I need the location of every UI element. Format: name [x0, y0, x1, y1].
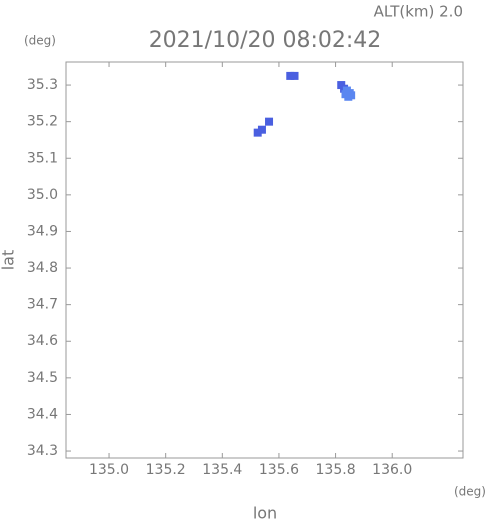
y-tick-label: 34.6	[27, 333, 58, 349]
x-tick-label: 135.4	[202, 462, 242, 478]
y-tick-label: 35.3	[27, 77, 58, 93]
plot-frame	[65, 61, 464, 459]
echo-cell	[265, 117, 274, 126]
y-unit: (deg)	[24, 34, 56, 48]
x-tick-label: 135.2	[146, 462, 186, 478]
x-tick-label: 135.6	[259, 462, 299, 478]
echo-cell	[341, 90, 350, 99]
y-tick-label: 35.2	[27, 114, 58, 130]
y-tick-label: 34.5	[27, 370, 58, 386]
y-tick-label: 34.9	[27, 223, 58, 239]
y-tick-label: 34.8	[27, 260, 58, 276]
y-tick-label: 35.1	[27, 150, 58, 166]
echo-cell	[290, 71, 299, 80]
y-tick-label: 34.4	[27, 406, 58, 422]
echo-cell	[347, 91, 356, 100]
echo-cell	[257, 125, 266, 134]
x-unit: (deg)	[454, 485, 486, 499]
y-tick-label: 35.0	[27, 187, 58, 203]
y-tick-label: 34.3	[27, 443, 58, 459]
echo-cell	[253, 128, 262, 137]
chart-title: 2021/10/20 08:02:42	[149, 28, 382, 53]
altitude-label: ALT(km) 2.0	[374, 3, 463, 21]
echo-cell	[286, 71, 295, 80]
y-axis-label: lat	[0, 250, 18, 271]
y-tick-label: 34.7	[27, 297, 58, 313]
x-axis-label: lon	[253, 504, 277, 522]
x-tick-label: 135.0	[89, 462, 129, 478]
x-tick-label: 135.8	[316, 462, 356, 478]
x-tick-label: 136.0	[372, 462, 412, 478]
